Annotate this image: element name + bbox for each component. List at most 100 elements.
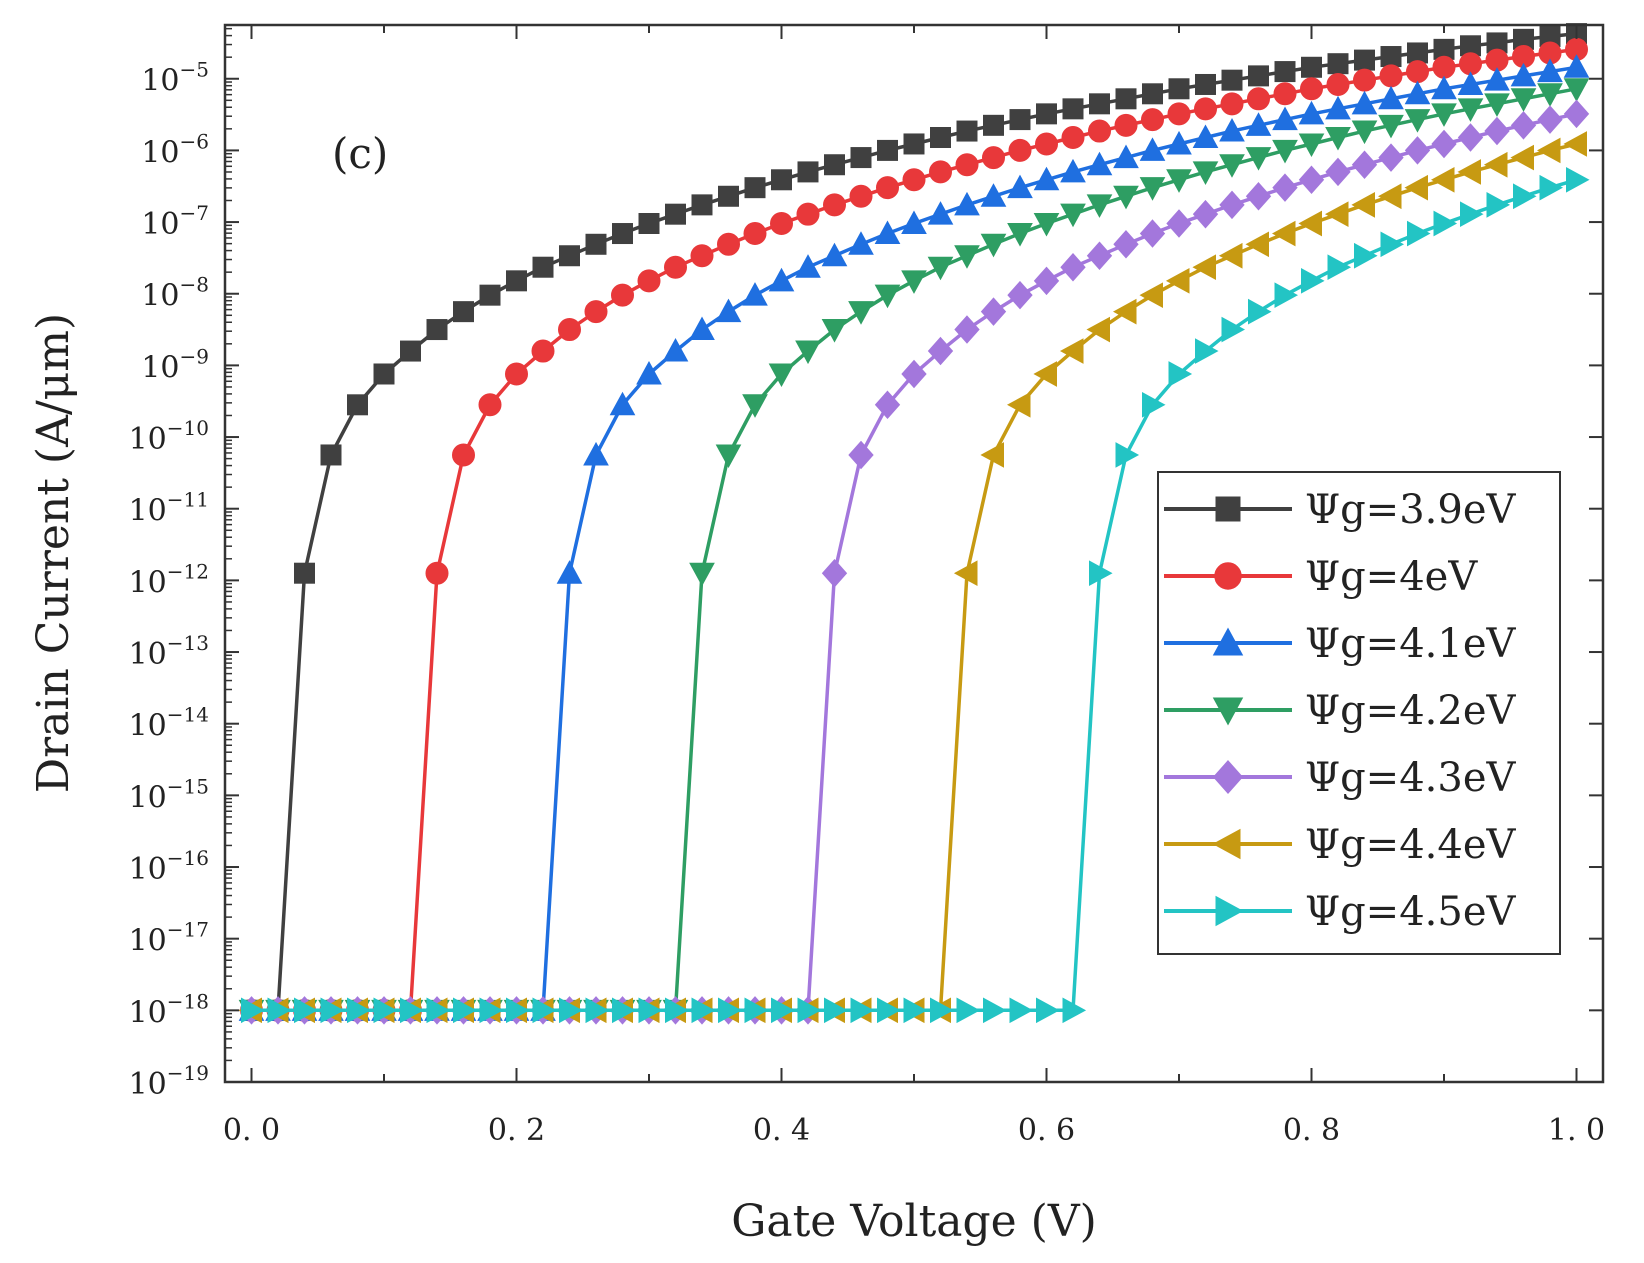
data-point [821, 242, 848, 267]
data-point [1407, 220, 1431, 247]
data-point [848, 231, 874, 255]
data-point [1195, 73, 1216, 95]
data-point [609, 391, 636, 416]
data-point [1036, 103, 1057, 125]
data-point [1457, 123, 1484, 152]
data-point [1272, 173, 1298, 202]
data-point [425, 561, 449, 585]
data-point [1483, 151, 1508, 178]
data-point [1062, 997, 1087, 1024]
data-point [1112, 298, 1137, 325]
data-point [1113, 185, 1139, 210]
data-point [691, 194, 713, 216]
data-point [532, 256, 554, 278]
data-point [1139, 137, 1166, 161]
data-point [1086, 241, 1113, 271]
data-point [1274, 61, 1296, 83]
data-point [1192, 199, 1219, 229]
y-tick-label: 10−16 [129, 846, 209, 887]
legend-marker [1214, 562, 1242, 590]
data-point [927, 201, 954, 225]
data-point [1351, 120, 1378, 145]
data-point [1460, 201, 1484, 228]
data-point [743, 222, 767, 246]
data-point [1245, 147, 1272, 171]
data-point [956, 997, 981, 1024]
y-tick-label: 10−15 [129, 774, 209, 815]
data-point [1274, 282, 1299, 309]
data-point [930, 127, 951, 149]
data-point [1219, 154, 1245, 178]
data-point [953, 560, 978, 587]
data-point [877, 997, 901, 1024]
legend-marker [1212, 627, 1244, 656]
data-point [1404, 174, 1428, 201]
legend: Ψg=3.9eV Ψg=4eV Ψg=4.1eV Ψg=4.2eV Ψg=4.3eV Ψg… [1157, 471, 1561, 955]
data-point [1115, 88, 1137, 110]
x-tick-label: 0. 0 [223, 1113, 280, 1148]
x-tick-label: 1. 0 [1548, 1113, 1605, 1148]
data-point [824, 997, 848, 1024]
data-point [400, 997, 424, 1024]
data-point [1484, 116, 1510, 146]
data-point [1484, 93, 1510, 117]
data-point [1245, 182, 1272, 211]
data-point [1272, 106, 1298, 131]
data-point [1404, 136, 1431, 165]
data-point [1272, 139, 1298, 164]
data-point [1327, 254, 1352, 281]
y-tick-label: 10−5 [141, 58, 209, 99]
x-tick-label: 0. 4 [753, 1113, 810, 1148]
data-point [1142, 83, 1163, 105]
data-point [638, 213, 660, 235]
y-tick-label: 10−7 [141, 201, 209, 242]
data-point [1301, 267, 1325, 294]
data-point [1406, 60, 1429, 84]
data-point [1062, 98, 1084, 120]
data-point [479, 997, 504, 1024]
legend-marker [1212, 828, 1241, 860]
data-point [821, 319, 848, 343]
y-tick-label: 10−18 [129, 989, 209, 1030]
y-tick-label: 10−11 [129, 488, 209, 529]
data-point [1298, 133, 1325, 158]
legend-label: Ψg=3.9eV [1305, 487, 1516, 533]
data-point [1168, 361, 1193, 387]
y-tick-label: 10−8 [141, 273, 209, 314]
y-tick-label: 10−9 [141, 344, 209, 385]
data-point [294, 997, 318, 1024]
data-point [1007, 280, 1033, 310]
data-point [1271, 220, 1296, 247]
data-point [1089, 93, 1110, 115]
data-point [1115, 442, 1140, 468]
data-point [1221, 316, 1246, 343]
data-point [1139, 219, 1166, 248]
y-tick-label: 10−19 [129, 1061, 209, 1102]
data-point [1194, 97, 1217, 121]
data-point [347, 394, 368, 416]
legend-marker [1215, 496, 1241, 522]
data-point [797, 161, 819, 183]
data-point [1086, 316, 1110, 343]
data-point [532, 997, 557, 1024]
data-point [662, 338, 689, 362]
data-point [665, 203, 686, 225]
data-point [823, 193, 846, 217]
y-tick-label: 10−17 [129, 918, 209, 959]
data-point [690, 244, 714, 268]
data-point [930, 997, 954, 1024]
data-point [927, 336, 954, 366]
x-tick-label: 0. 6 [1018, 1113, 1075, 1148]
data-point [1563, 54, 1590, 78]
data-point [770, 212, 793, 236]
data-point [1537, 105, 1563, 134]
data-point [1113, 230, 1139, 259]
data-point [715, 444, 742, 469]
data-point [1060, 158, 1086, 183]
data-point [1539, 174, 1564, 201]
data-point [1192, 124, 1219, 149]
data-point [796, 202, 820, 226]
data-point [744, 177, 766, 199]
data-point [1219, 118, 1245, 142]
